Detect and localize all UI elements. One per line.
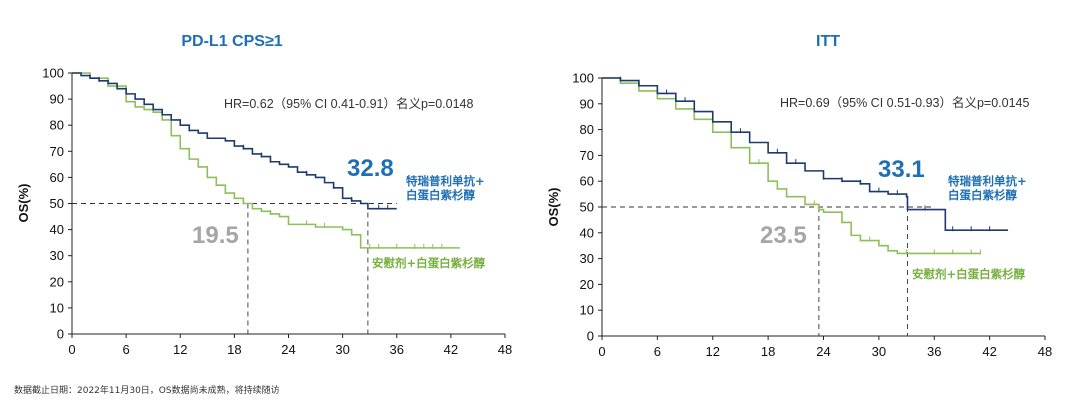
y-tick-label: 60 [50,170,64,185]
y-tick-label: 10 [580,303,594,318]
x-tick-label: 18 [761,344,775,359]
y-tick-label: 90 [580,96,594,111]
x-tick-label: 42 [444,342,458,357]
hr-annotation: HR=0.62（95% CI 0.41-0.91）名义p=0.0148 [224,96,473,111]
km-curve-experimental [72,72,397,210]
x-tick-label: 12 [706,344,720,359]
y-tick-label: 80 [50,118,64,133]
x-tick-label: 24 [281,342,295,357]
median-control-label: 19.5 [192,222,239,249]
x-tick-label: 6 [123,342,130,357]
legend-experimental-line1: 特瑞普利单抗+ [948,174,1027,188]
km-curve-control [602,77,981,255]
x-tick-label: 18 [227,342,241,357]
x-tick-label: 12 [173,342,187,357]
y-tick-label: 100 [42,66,64,81]
y-axis-label: OS(%) [16,184,31,223]
km-curve-experimental [602,77,1009,232]
y-tick-label: 0 [57,327,64,342]
y-tick-label: 20 [50,274,64,289]
y-tick-label: 20 [580,277,594,292]
x-tick-label: 6 [654,344,661,359]
legend-experimental-line2: 白蛋白紫杉醇 [948,188,1017,202]
y-tick-label: 40 [580,225,594,240]
x-tick-label: 24 [816,344,830,359]
y-axis-label: OS(%) [546,188,561,227]
y-tick-label: 50 [580,200,594,215]
legend-control: 安慰剂+白蛋白紫杉醇 [912,267,1026,281]
median-experimental-label: 32.8 [347,155,394,182]
chart-panel-itt: ITT OS(%) HR=0.69（95% CI 0.51-0.93）名义p=0… [546,33,1052,359]
median-experimental-label: 33.1 [878,156,925,183]
x-tick-label: 0 [68,342,75,357]
footnote: 数据截止日期：2022年11月30日，OS数据尚未成熟，将持续随访 [14,384,280,396]
x-tick-label: 30 [335,342,349,357]
legend-experimental-line1: 特瑞普利单抗+ [406,174,485,188]
x-tick-label: 30 [872,344,886,359]
y-tick-label: 30 [580,251,594,266]
y-tick-label: 50 [50,196,64,211]
x-tick-label: 0 [598,344,605,359]
y-tick-label: 70 [580,148,594,163]
y-tick-label: 10 [50,300,64,315]
y-tick-label: 60 [580,174,594,189]
chart-title: ITT [816,33,840,50]
chart-title: PD-L1 CPS≥1 [181,33,282,50]
y-tick-label: 100 [572,71,594,86]
y-tick-label: 80 [580,122,594,137]
legend-control: 安慰剂+白蛋白紫杉醇 [372,256,486,270]
y-tick-label: 90 [50,92,64,107]
y-tick-label: 30 [50,248,64,263]
y-tick-label: 40 [50,222,64,237]
x-tick-label: 36 [927,344,941,359]
y-tick-label: 0 [587,329,594,344]
x-tick-label: 48 [1038,344,1052,359]
x-tick-label: 42 [982,344,996,359]
median-control-label: 23.5 [760,222,807,249]
hr-annotation: HR=0.69（95% CI 0.51-0.93）名义p=0.0145 [780,95,1029,110]
y-tick-label: 70 [50,144,64,159]
legend-experimental-line2: 白蛋白紫杉醇 [406,188,475,202]
x-tick-label: 36 [390,342,404,357]
chart-panel-cps: PD-L1 CPS≥1 OS(%) HR=0.62（95% CI 0.41-0.… [16,33,512,357]
x-tick-label: 48 [498,342,512,357]
